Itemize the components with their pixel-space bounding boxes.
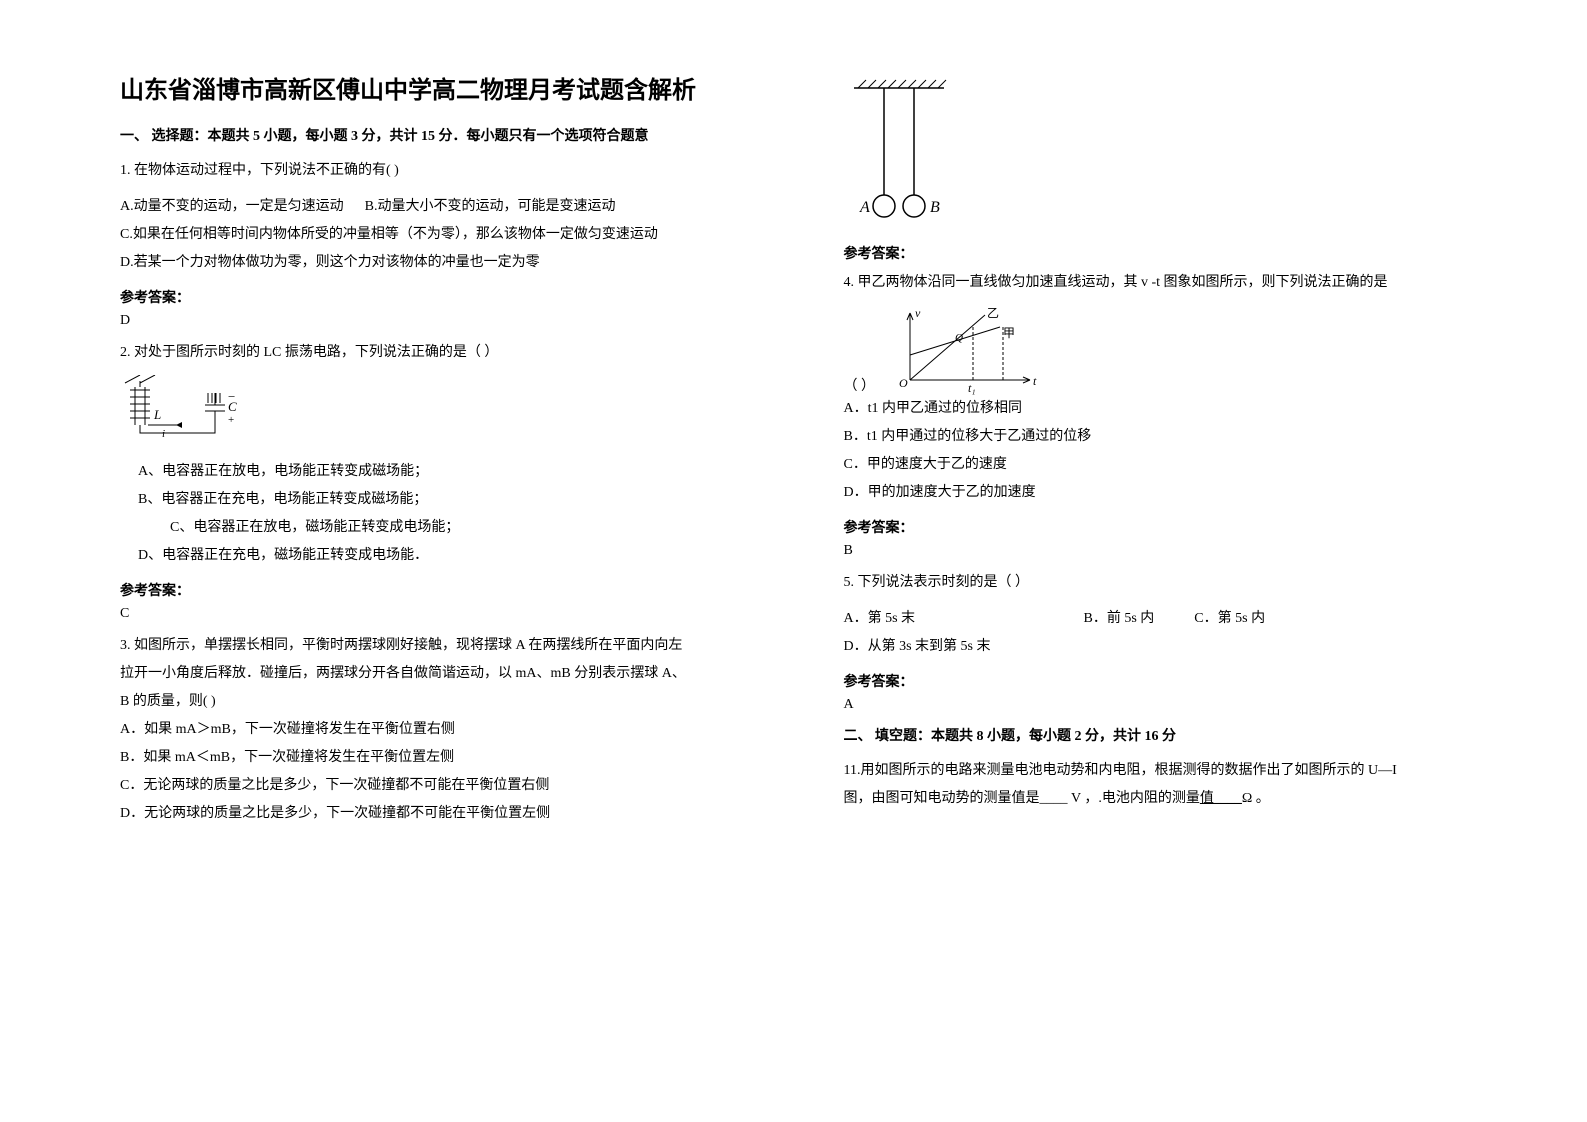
q4-answer-label: 参考答案： (844, 517, 1468, 537)
plus-sign: + (228, 414, 234, 426)
section-2-header: 二、 填空题：本题共 8 小题，每小题 2 分，共计 16 分 (844, 725, 1468, 745)
graph-origin: O (899, 376, 908, 390)
pendulum-icon: A B (844, 78, 964, 228)
q11-line-b-wrap: 图，由图可知电动势的测量值是____ V ，.电池内阻的测量值____Ω 。 (844, 785, 1468, 813)
section-1-header: 一、 选择题：本题共 5 小题，每小题 3 分，共计 15 分．每小题只有一个选… (120, 125, 744, 145)
q4-stem-tail: （ ） (844, 375, 876, 395)
q5-stem: 5. 下列说法表示时刻的是（ ） (844, 569, 1468, 597)
q2-opt-d: D、电容器正在充电，磁场能正转变成电场能． (120, 542, 744, 570)
q5-opt-a: A．第 5s 末 (844, 605, 1044, 633)
right-column: A B 参考答案： 4. 甲乙两物体沿同一直线做匀加速直线运动，其 v -t 图… (784, 70, 1488, 1052)
pendulum-label-a: A (859, 199, 870, 216)
q1-answer-label: 参考答案： (120, 287, 744, 307)
q3-stem-2: 拉开一小角度后释放．碰撞后，两摆球分开各自做简谐运动，以 mA、mB 分别表示摆… (120, 660, 744, 688)
q3-opt-d: D．无论两球的质量之比是多少，下一次碰撞都不可能在平衡位置左侧 (120, 800, 744, 828)
q3-opt-b: B．如果 mA＜mB，下一次碰撞将发生在平衡位置左侧 (120, 744, 744, 772)
q11-blank-underline: 值____ (1200, 791, 1242, 806)
q11-line-a: 11.用如图所示的电路来测量电池电动势和内电阻，根据测得的数据作出了如图所示的 … (844, 757, 1468, 785)
q4-opt-d: D．甲的加速度大于乙的加速度 (844, 479, 1468, 507)
q3-pendulum-figure: A B (844, 78, 1468, 233)
q11-line-b: 图，由图可知电动势的测量值是____ V ，.电池内阻的测量 (844, 791, 1200, 806)
q4-opt-c: C．甲的速度大于乙的速度 (844, 451, 1468, 479)
page-title: 山东省淄博市高新区傅山中学高二物理月考试题含解析 (120, 70, 744, 105)
q2-opt-b: B、电容器正在充电，电场能正转变成磁场能； (120, 486, 744, 514)
left-column: 山东省淄博市高新区傅山中学高二物理月考试题含解析 一、 选择题：本题共 5 小题… (100, 70, 784, 1052)
q5-answer-label: 参考答案： (844, 671, 1468, 691)
q1-opt-c: C.如果在任何相等时间内物体所受的冲量相等（不为零），那么该物体一定做匀变速运动 (120, 221, 744, 249)
q11-line-d: Ω 。 (1242, 791, 1270, 806)
q3-opt-c: C．无论两球的质量之比是多少，下一次碰撞都不可能在平衡位置右侧 (120, 772, 744, 800)
q5-opt-d: D．从第 3s 末到第 5s 末 (844, 633, 1468, 661)
q4-opt-b: B．t1 内甲通过的位移大于乙通过的位移 (844, 423, 1468, 451)
q2-stem: 2. 对处于图所示时刻的 LC 振荡电路，下列说法正确的是（ ） (120, 339, 744, 367)
q3-stem-1: 3. 如图所示，单摆摆长相同，平衡时两摆球刚好接触，现将摆球 A 在两摆线所在平… (120, 632, 744, 660)
current-label: i (162, 428, 165, 440)
q2-options: A、电容器正在放电，电场能正转变成磁场能； B、电容器正在充电，电场能正转变成磁… (120, 458, 744, 570)
q2-opt-c: C、电容器正在放电，磁场能正转变成电场能； (120, 514, 744, 542)
inductor-label: L (153, 407, 161, 422)
vt-graph-icon: v t O t₁ 乙 甲 Q (885, 305, 1045, 395)
q5-opt-c: C．第 5s 内 (1194, 605, 1265, 633)
q2-circuit-figure: L C i + − (120, 375, 744, 450)
q2-opt-a: A、电容器正在放电，电场能正转变成磁场能； (120, 458, 744, 486)
q4-stem: 4. 甲乙两物体沿同一直线做匀加速直线运动，其 v -t 图象如图所示，则下列说… (844, 269, 1468, 297)
q3-answer-label: 参考答案： (844, 243, 1468, 263)
q2-answer: C (120, 606, 744, 622)
q5-opt-b: B．前 5s 内 (1084, 605, 1155, 633)
pendulum-label-b: B (930, 199, 940, 216)
graph-line-jia: 甲 (1003, 326, 1015, 340)
minus-sign: − (228, 389, 235, 404)
q4-graph-row: （ ） v t O t₁ 乙 甲 Q (844, 305, 1468, 395)
q1-opt-d: D.若某一个力对物体做功为零，则这个力对该物体的冲量也一定为零 (120, 249, 744, 277)
graph-x-label: t (1033, 374, 1037, 388)
q4-opt-a: A．t1 内甲乙通过的位移相同 (844, 395, 1468, 423)
graph-y-label: v (915, 306, 921, 320)
q2-answer-label: 参考答案： (120, 580, 744, 600)
q3-opt-a: A．如果 mA＞mB，下一次碰撞将发生在平衡位置右侧 (120, 716, 744, 744)
graph-line-yi: 乙 (987, 306, 999, 320)
q1-stem: 1. 在物体运动过程中，下列说法不正确的有( ) (120, 157, 744, 185)
q1-options-row: A.动量不变的运动，一定是匀速运动 B.动量大小不变的运动，可能是变速运动 (120, 193, 744, 221)
q3-stem-3: B 的质量，则( ) (120, 688, 744, 716)
lc-circuit-icon: L C i + − (120, 375, 260, 445)
q5-row-1: A．第 5s 末 B．前 5s 内 C．第 5s 内 (844, 605, 1468, 633)
graph-t1: t₁ (968, 381, 976, 395)
q1-answer: D (120, 313, 744, 329)
q1-opt-a: A.动量不变的运动，一定是匀速运动 (120, 199, 344, 214)
graph-q-label: Q (955, 332, 963, 344)
q4-answer: B (844, 543, 1468, 559)
q5-answer: A (844, 697, 1468, 713)
q1-opt-b: B.动量大小不变的运动，可能是变速运动 (365, 199, 616, 214)
